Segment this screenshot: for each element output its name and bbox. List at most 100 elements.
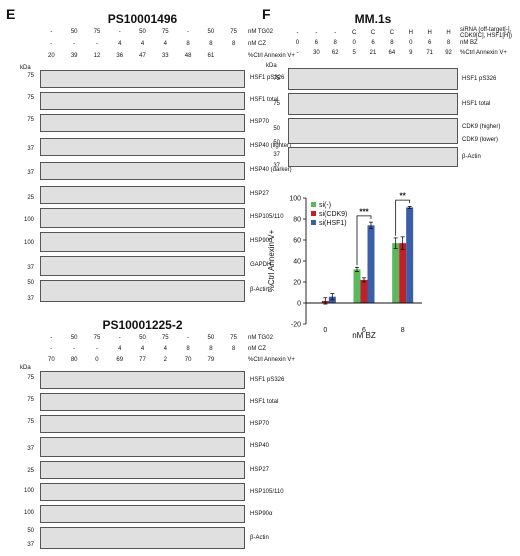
bar [392, 243, 400, 303]
blot2-annexin-value: 2 [163, 356, 167, 363]
blot2-mw-marker: 37 [27, 446, 34, 452]
blot-f-band-label: CDK9 (higher) [462, 124, 501, 130]
blot-f-mw-marker: 50 [273, 126, 280, 132]
blot2-tg02-value: 75 [93, 334, 101, 341]
blot2-band-label: HSP105/110 [250, 489, 284, 495]
blot-f-annexin-value: 64 [388, 50, 396, 56]
blot1-band-gapdh [40, 256, 245, 276]
bar [360, 279, 368, 303]
blot2-annexin-value: 70 [184, 356, 192, 363]
blot1-mw-marker: 75 [27, 117, 34, 123]
blot-f-bz-value: 6 [428, 40, 432, 46]
y-tick-label: 0 [297, 301, 301, 308]
blot-f-mw-marker: 75 [273, 101, 280, 107]
blot-f-band-hsf1-total [288, 93, 458, 115]
blot2-band-label: β-Actin [250, 535, 269, 541]
blot2-cz-value: 8 [209, 345, 213, 352]
significance-bracket [395, 199, 411, 236]
blot1-band-hsp105 [40, 208, 245, 228]
blot-f-bz-value: 6 [314, 40, 318, 46]
blot-f-bz-value: 0 [295, 40, 300, 46]
y-tick-label: 80 [293, 217, 301, 224]
blot-f-header: - - - C C C H H H siRNA (off-target[-], … [288, 27, 518, 58]
blot-f-mw-marker: 37 [273, 152, 280, 158]
blot-f-sirna-value: H [446, 30, 451, 36]
blot-f-bz-value: 8 [446, 40, 451, 46]
significance-bracket [356, 215, 372, 266]
blot1-band-hsf1-total [40, 92, 245, 110]
blot2-band-label: HSF1 total [250, 399, 279, 405]
blot-f-annexin-value: 9 [409, 50, 413, 56]
panel-f-letter: F [262, 6, 271, 22]
blot2-band-actin [40, 527, 245, 549]
blot1-band-actin [40, 280, 245, 302]
blot-f-title: MM.1s [354, 12, 392, 26]
blot1-cz-value: 4 [163, 41, 167, 47]
blot1-cz-value: 8 [209, 41, 213, 47]
blot-f-band-cdk9-higher [288, 118, 458, 144]
blot-f-bz-label: nM BZ [460, 40, 478, 46]
blot-f-sirna-value: - [334, 30, 337, 36]
blot1-annexin-value: 36 [116, 53, 124, 59]
blot2-band-hsp40 [40, 437, 245, 457]
blot1-cz-value: - [95, 41, 98, 47]
blot-f-annexin-label: %Ctrl Annexin V+ [460, 50, 507, 56]
significance-label: ** [400, 192, 407, 201]
blot1-mw-marker: 100 [23, 217, 34, 223]
blot2-cz-value: 8 [186, 345, 190, 352]
blot1-annexin-label: %Ctrl Annexin V+ [248, 53, 295, 59]
legend-swatch [311, 202, 316, 207]
blot2-mw-marker: 75 [27, 375, 34, 381]
blot1-tg02-value: 50 [70, 29, 78, 35]
blot-f-mw-marker: 75 [273, 76, 280, 82]
blot1-mw-marker: 25 [27, 195, 34, 201]
blot2-tg02-value: 75 [230, 334, 237, 341]
bar [406, 207, 414, 303]
blot1-annexin-value: 48 [184, 53, 192, 59]
blot1-band-hsf1-ps326 [40, 70, 245, 88]
chart-axes [305, 198, 422, 324]
chart-legend: si(-) si(CDK9) si(HSF1) [311, 202, 347, 227]
x-category-label: 0 [323, 327, 327, 334]
blot2-annexin-value: 80 [70, 356, 78, 363]
blot2-band-hsp105 [40, 483, 245, 501]
blot1-band-hsp40-lighter [40, 138, 245, 156]
blot2-annexin-value: 79 [207, 356, 215, 363]
blot1-mw-marker: 37 [27, 170, 34, 176]
blot2-band-hsp90 [40, 505, 245, 523]
blot-f-mw-marker: 50 [273, 140, 280, 146]
legend-label: si(CDK9) [319, 211, 347, 218]
blot2-tg02-value: 75 [161, 334, 169, 341]
blot1-mw-marker: 37 [27, 146, 34, 152]
blot-f-bz-value: 8 [333, 40, 337, 46]
chart-annotations: ***** [356, 192, 411, 266]
blot1-tg02-value: 50 [207, 29, 215, 35]
blot1-tg02-value: - [187, 29, 190, 35]
blot-f-band-label: HSF1 total [462, 101, 491, 107]
blot1-tg02-value: 75 [161, 29, 169, 35]
blot2-band-label: HSP27 [250, 467, 270, 473]
blot-f-band-hsf1-ps326 [288, 68, 458, 90]
blot2-mw-marker: 100 [23, 488, 34, 494]
blot2-band-label: HSF1 pS326 [250, 377, 285, 383]
blot2-cz-value: - [50, 345, 53, 352]
blot2-band-hsf1-ps326 [40, 371, 245, 389]
blot1-band-hsp40-darker [40, 162, 245, 180]
blot2-tg02-value: - [118, 334, 121, 341]
blot1-band-label: HSP40 (darker) [250, 167, 292, 173]
y-tick-label: -20 [291, 322, 301, 329]
blot2-cz-label: nM CZ [248, 345, 266, 352]
blot1-mw-marker: 75 [27, 95, 34, 101]
significance-label: *** [359, 207, 369, 216]
blot1-band-label: HSF1 total [250, 97, 279, 103]
blot1-annexin-value: 39 [70, 53, 78, 59]
blot2-tg02-label: nM TG02 [248, 334, 273, 341]
chart-bars [314, 205, 414, 305]
y-tick-label: 20 [293, 280, 301, 287]
blot1-annexin-value: 47 [139, 53, 146, 59]
legend-label: si(-) [319, 202, 331, 209]
blot1-kda-label: kDa [20, 65, 31, 71]
blot-f-band-label: β-Actin [462, 154, 481, 160]
panel-e-letter: E [6, 6, 16, 22]
blot2-band-hsf1-total [40, 393, 245, 411]
